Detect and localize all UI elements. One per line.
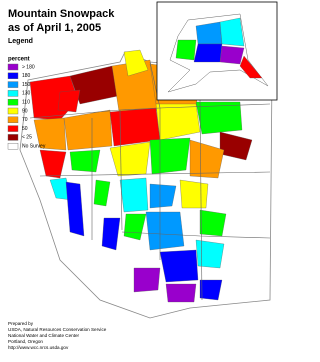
legend-swatch — [7, 63, 19, 71]
legend-label: 70 — [22, 117, 28, 123]
legend-label: 90 — [22, 108, 28, 114]
legend-label: 50 — [22, 126, 28, 132]
snowpack-map: Mountain Snowpack as of April 1, 2005 Le… — [7, 1, 278, 351]
legend-label: 150 — [22, 82, 31, 88]
legend-label: 110 — [22, 100, 30, 106]
legend-swatch — [7, 116, 19, 124]
legend-swatch — [7, 81, 19, 88]
legend-label: < 25 — [22, 135, 32, 141]
footer-line: http://www.wcc.nrcs.usda.gov — [8, 345, 69, 350]
legend-label: No Survey — [22, 144, 46, 150]
state-lines — [29, 61, 271, 301]
alaska-basins — [175, 17, 263, 79]
footer-line: Portland, Oregon — [8, 339, 43, 344]
legend-label: 180 — [22, 73, 31, 79]
legend-swatch — [7, 90, 19, 97]
legend-swatch — [7, 125, 19, 132]
footer-line: National Water and Climate Center — [8, 333, 80, 338]
legend-label: > 180 — [22, 64, 35, 70]
title-line: as of April 1, 2005 — [8, 22, 101, 34]
footer-line: USDA, Natural Resources Conservation Ser… — [8, 327, 107, 332]
legend-label: 130 — [22, 91, 31, 97]
legend-swatch — [7, 142, 19, 150]
legend-swatch — [7, 72, 19, 80]
legend-swatch — [7, 134, 19, 141]
legend-title: Legend — [8, 38, 33, 45]
footer-line: Prepared by — [8, 321, 34, 326]
legend-unit: percent — [8, 57, 30, 63]
legend-swatch — [7, 107, 19, 115]
legend: > 180 180 150 130 110 90 70 50 < 25 No Survey — [7, 63, 46, 150]
title-line: Mountain Snowpack — [8, 8, 115, 20]
legend-swatch — [7, 98, 19, 106]
